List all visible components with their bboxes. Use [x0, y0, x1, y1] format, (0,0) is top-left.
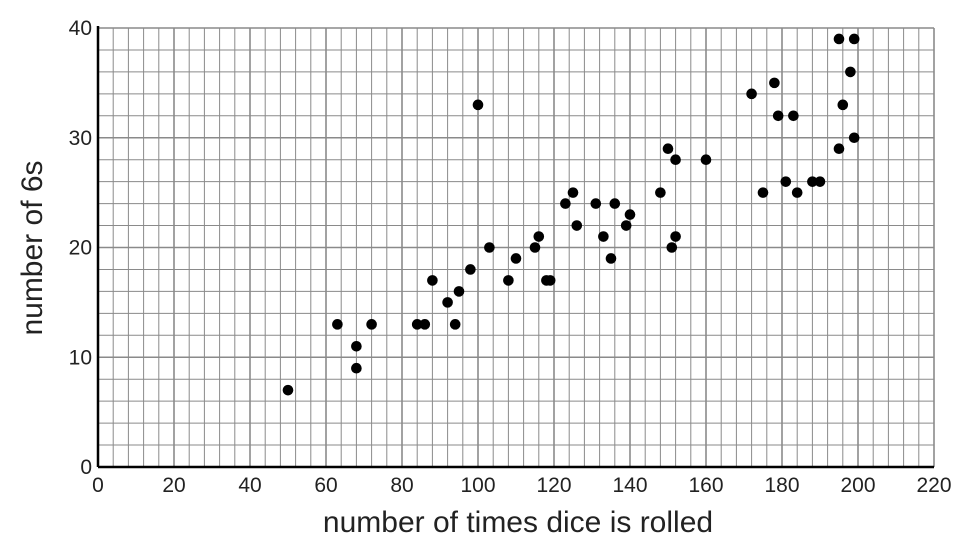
- x-tick-label: 220: [916, 474, 951, 497]
- data-point: [366, 319, 377, 330]
- data-point: [606, 253, 617, 264]
- data-point: [625, 209, 636, 220]
- data-point: [670, 231, 681, 242]
- x-tick-label: 140: [612, 474, 647, 497]
- x-tick-label: 20: [162, 474, 185, 497]
- data-point: [572, 220, 583, 231]
- data-point: [568, 187, 579, 198]
- data-point: [351, 341, 362, 352]
- x-tick-label: 0: [92, 474, 104, 497]
- x-tick-label: 80: [390, 474, 413, 497]
- y-tick-label: 20: [69, 237, 92, 260]
- data-point: [815, 176, 826, 187]
- grid: [98, 28, 934, 467]
- x-tick-labels: 0 20 40 60 80 100 120 140 160 180 200 220: [92, 474, 951, 497]
- y-tick-label: 30: [69, 127, 92, 150]
- data-point: [530, 242, 541, 253]
- y-tick-label: 0: [80, 456, 92, 479]
- data-point: [351, 363, 362, 374]
- x-tick-label: 120: [536, 474, 571, 497]
- data-point: [758, 187, 769, 198]
- data-point: [442, 297, 453, 308]
- y-tick-labels: 0 10 20 30 40: [69, 17, 92, 479]
- x-tick-label: 100: [460, 474, 495, 497]
- data-point: [834, 34, 845, 45]
- data-point: [773, 111, 784, 122]
- data-point: [465, 264, 476, 275]
- data-point: [598, 231, 609, 242]
- data-point: [545, 275, 556, 286]
- data-point: [427, 275, 438, 286]
- data-point: [560, 198, 571, 209]
- data-point: [849, 34, 860, 45]
- x-tick-label: 180: [764, 474, 799, 497]
- data-point: [849, 132, 860, 143]
- data-point: [610, 198, 621, 209]
- x-tick-label: 200: [840, 474, 875, 497]
- data-point: [781, 176, 792, 187]
- data-point: [769, 78, 780, 89]
- data-point: [591, 198, 602, 209]
- x-tick-label: 160: [688, 474, 723, 497]
- data-point: [534, 231, 545, 242]
- data-point: [845, 67, 856, 78]
- data-point: [670, 154, 681, 165]
- data-point: [332, 319, 343, 330]
- data-point: [663, 143, 674, 154]
- x-tick-label: 60: [314, 474, 337, 497]
- data-point: [838, 100, 849, 111]
- data-point: [503, 275, 514, 286]
- data-point: [450, 319, 461, 330]
- data-point: [511, 253, 522, 264]
- data-point: [788, 111, 799, 122]
- x-axis-title: number of times dice is rolled: [323, 506, 713, 539]
- data-point: [701, 154, 712, 165]
- data-point: [746, 89, 757, 100]
- data-point: [473, 100, 484, 111]
- data-point: [420, 319, 431, 330]
- data-points: [283, 34, 860, 396]
- data-point: [834, 143, 845, 154]
- data-point: [484, 242, 495, 253]
- y-axis-title: number of 6s: [16, 160, 49, 335]
- y-tick-label: 40: [69, 17, 92, 40]
- data-point: [283, 385, 294, 396]
- data-point: [621, 220, 632, 231]
- data-point: [454, 286, 465, 297]
- x-tick-label: 40: [238, 474, 261, 497]
- data-point: [792, 187, 803, 198]
- data-point: [655, 187, 666, 198]
- y-tick-label: 10: [69, 346, 92, 369]
- data-point: [667, 242, 678, 253]
